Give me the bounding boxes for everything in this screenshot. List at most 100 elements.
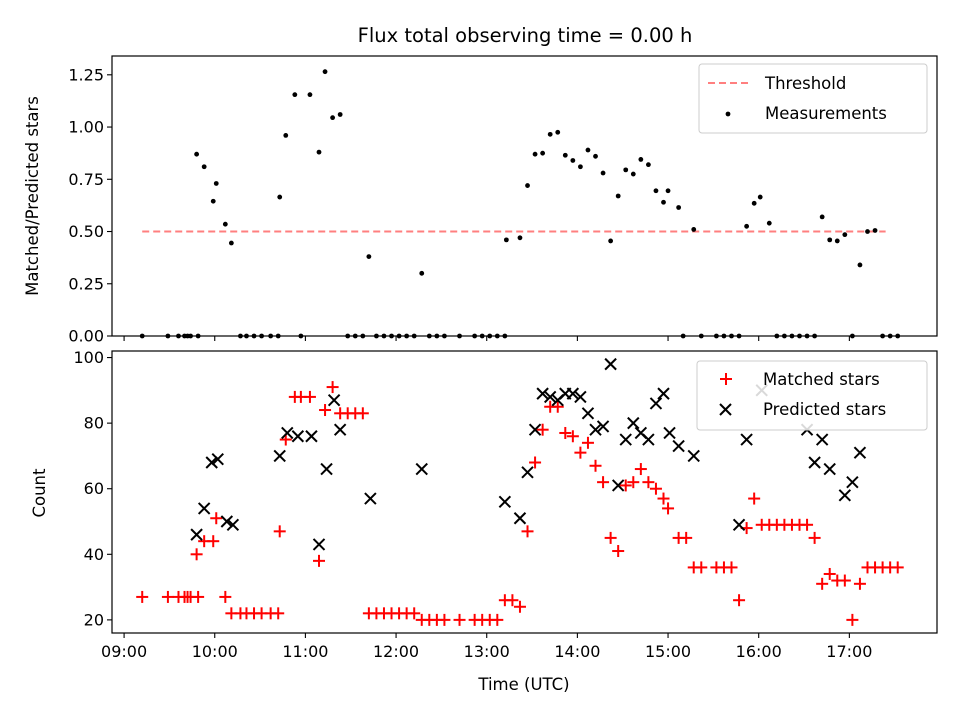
x-tick-label: 17:00 xyxy=(826,642,872,661)
measurement-point xyxy=(812,333,818,339)
measurement-point xyxy=(638,157,644,162)
measurement-point xyxy=(366,254,372,259)
matched-star-point xyxy=(506,594,519,607)
measurement-point xyxy=(472,333,478,339)
y-tick-label: 1.00 xyxy=(68,118,104,137)
measurement-point xyxy=(585,147,591,153)
predicted-star-point xyxy=(815,433,829,446)
measurement-point xyxy=(880,333,886,339)
matched-star-point xyxy=(438,613,451,626)
measurement-point xyxy=(360,333,366,339)
predicted-star-point xyxy=(672,439,685,453)
measurement-point xyxy=(307,92,313,98)
matched-star-point xyxy=(649,482,662,495)
measurement-point xyxy=(139,333,145,339)
matched-star-point xyxy=(733,594,746,607)
predicted-star-point xyxy=(305,430,318,443)
top-panel-marks xyxy=(139,69,901,339)
predicted-star-point xyxy=(415,462,428,476)
matched-star-point xyxy=(303,390,316,403)
top-legend-box xyxy=(698,63,928,134)
measurement-point xyxy=(857,262,863,268)
measurement-point xyxy=(680,333,686,339)
x-tick-label: 09:00 xyxy=(101,642,147,661)
bottom-panel-ylabel: Count xyxy=(30,468,49,518)
predicted-star-point xyxy=(197,502,211,515)
predicted-star-point xyxy=(211,453,224,466)
measurement-point xyxy=(744,223,750,229)
matched-star-point xyxy=(808,531,821,544)
measurement-point xyxy=(165,333,171,339)
predicted-star-point xyxy=(808,456,821,469)
matched-star-point xyxy=(619,479,632,492)
predicted-star-point xyxy=(327,393,341,407)
matched-star-point xyxy=(136,590,149,603)
measurement-point xyxy=(665,188,671,194)
measurement-point xyxy=(608,238,614,244)
predicted-star-point xyxy=(273,449,286,463)
measurement-point xyxy=(238,333,243,339)
measurement-point xyxy=(751,200,757,206)
measurement-point xyxy=(201,164,207,170)
measurement-point xyxy=(797,333,802,339)
measurement-point xyxy=(615,193,621,199)
measurement-point xyxy=(411,333,417,339)
bottom-panel-frame xyxy=(111,350,938,634)
measurement-point xyxy=(322,69,328,75)
measurement-point xyxy=(895,333,901,339)
measurement-point xyxy=(277,194,283,200)
matched-star-point xyxy=(566,430,579,443)
matched-star-point xyxy=(846,613,859,626)
predicted-star-point xyxy=(687,449,700,463)
y-tick-label: 0.25 xyxy=(68,274,104,293)
predicted-star-point xyxy=(543,390,557,404)
predicted-star-point xyxy=(823,462,836,476)
predicted-star-point xyxy=(528,423,542,436)
measurement-point xyxy=(736,333,742,339)
matched-star-point xyxy=(838,574,851,587)
measurement-point xyxy=(434,333,440,339)
measurement-point xyxy=(251,333,257,339)
matched-star-point xyxy=(491,613,504,626)
measurement-point xyxy=(766,220,772,226)
y-tick-label: 100 xyxy=(73,348,104,367)
measurement-point xyxy=(781,333,787,339)
measurement-point xyxy=(804,333,810,339)
matched-star-point xyxy=(612,545,625,558)
predicted-star-point xyxy=(574,390,587,404)
measurement-point xyxy=(600,170,606,176)
measurement-point xyxy=(487,333,493,339)
measurement-point xyxy=(646,162,651,168)
measurement-point xyxy=(213,181,219,186)
measurement-point xyxy=(729,333,734,339)
measurement-point xyxy=(381,333,387,339)
predicted-star-point xyxy=(566,387,580,400)
measurement-point xyxy=(494,333,500,339)
y-tick-label: 1.25 xyxy=(68,65,104,84)
predicted-star-point xyxy=(627,416,640,430)
matched-star-point xyxy=(589,459,602,472)
x-axis-label: Time (UTC) xyxy=(477,675,569,694)
predicted-star-point xyxy=(581,407,595,420)
matched-star-point xyxy=(272,607,285,620)
measurement-point xyxy=(442,333,447,339)
measurement-point xyxy=(389,333,394,339)
matched-star-point xyxy=(801,518,814,531)
x-tick-label: 13:00 xyxy=(464,642,510,661)
measurement-point xyxy=(532,151,538,157)
matched-star-point xyxy=(695,561,708,574)
measurement-point xyxy=(330,115,336,121)
legend-measurements-label: Measurements xyxy=(765,104,887,123)
measurement-point xyxy=(721,333,727,339)
predicted-star-point xyxy=(226,518,240,531)
matched-star-point xyxy=(657,492,670,505)
matched-star-point xyxy=(210,512,223,525)
legend-predicted-label: Predicted stars xyxy=(763,400,886,419)
top-panel-legend: Threshold Measurements xyxy=(698,63,928,134)
predicted-star-point xyxy=(589,423,602,436)
legend-measurements-swatch xyxy=(725,111,731,117)
measurement-point xyxy=(570,158,576,163)
measurement-point xyxy=(275,333,281,339)
predicted-star-point xyxy=(498,495,512,509)
matched-star-point xyxy=(823,567,836,580)
